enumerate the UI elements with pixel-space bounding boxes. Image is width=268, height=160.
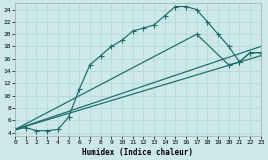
X-axis label: Humidex (Indice chaleur): Humidex (Indice chaleur): [83, 148, 193, 156]
